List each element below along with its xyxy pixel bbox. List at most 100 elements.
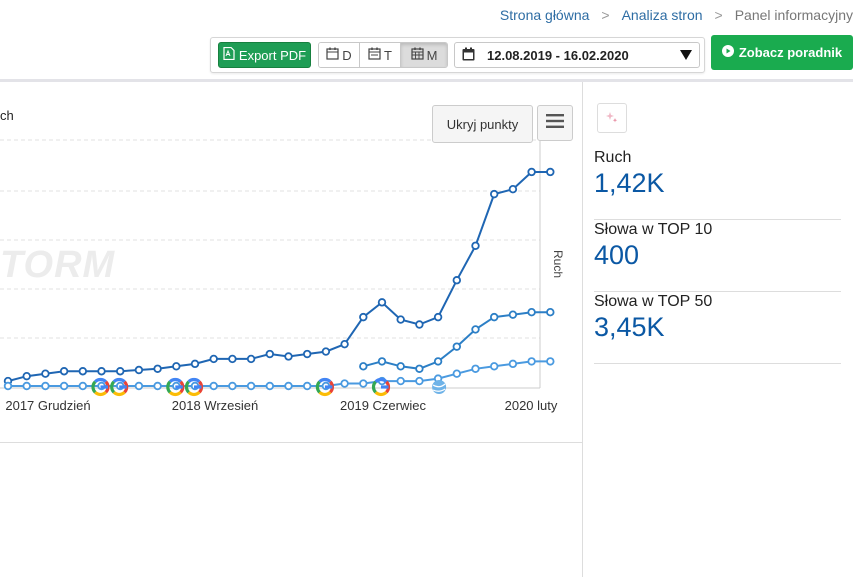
x-tick-label: 2019 Czerwiec	[340, 398, 426, 413]
data-point	[134, 381, 144, 391]
data-point	[78, 367, 87, 376]
sparkle-icon[interactable]	[597, 103, 627, 133]
period-day-button[interactable]: D	[319, 43, 360, 67]
stat-label: Ruch	[594, 149, 632, 166]
date-range-picker[interactable]: 12.08.2019 - 16.02.2020	[454, 42, 700, 68]
data-point	[265, 381, 274, 391]
data-point	[546, 308, 555, 317]
data-point	[396, 362, 405, 371]
header-divider	[0, 79, 853, 82]
data-point	[340, 339, 349, 349]
data-point	[471, 241, 480, 250]
data-point	[359, 362, 368, 371]
google-update-icon	[91, 377, 110, 397]
legend-item-traffic[interactable]: ch	[0, 108, 14, 123]
stat-traffic: Ruch 1,42K	[594, 148, 841, 220]
file-pdf-icon	[223, 46, 235, 63]
data-point	[303, 381, 312, 391]
data-point	[115, 367, 125, 376]
data-point	[59, 367, 69, 376]
breadcrumb-current: Panel informacyjny	[734, 7, 853, 23]
chart-panel	[0, 82, 583, 577]
watch-guide-label: Zobacz poradnik	[738, 45, 843, 60]
data-point	[527, 167, 536, 177]
data-point	[340, 379, 349, 388]
google-update-icon	[166, 377, 185, 397]
period-week-button[interactable]: T	[360, 43, 401, 67]
chart-watermark: TORM	[0, 244, 116, 286]
chevron-down-icon	[680, 48, 692, 63]
chart-menu-button[interactable]	[537, 105, 573, 141]
data-point	[228, 381, 237, 391]
data-point	[415, 364, 424, 373]
breadcrumb-home-link[interactable]: Strona główna	[499, 7, 590, 23]
stat-label: Słowa w TOP 50	[594, 293, 713, 310]
traffic-line-chart: 2017 Grudzień 2018 Wrzesień 2019 Czerwiec 2…	[0, 139, 565, 413]
data-point	[284, 352, 293, 361]
google-update-icon	[184, 377, 204, 397]
secondary-panel	[0, 442, 583, 577]
data-point	[321, 347, 331, 356]
export-pdf-button[interactable]: Export PDF	[218, 42, 311, 68]
data-point	[228, 354, 237, 364]
data-point	[433, 357, 443, 366]
data-point	[78, 381, 87, 391]
data-point	[359, 312, 368, 322]
period-week-label: T	[384, 47, 392, 63]
period-day-label: D	[342, 47, 352, 63]
data-point	[190, 359, 200, 369]
hide-points-button[interactable]: Ukryj punkty	[432, 105, 533, 143]
x-tick-label: 2017 Grudzień	[5, 398, 90, 413]
data-point	[508, 184, 518, 194]
period-month-button[interactable]: M	[401, 43, 447, 67]
data-point	[3, 381, 13, 391]
data-point	[490, 189, 499, 199]
breadcrumb-separator: >	[714, 7, 723, 23]
google-update-icon	[315, 377, 334, 397]
hamburger-icon	[546, 113, 564, 134]
data-point	[246, 354, 256, 364]
data-point	[452, 276, 461, 285]
report-toolbar: Export PDF D T M 12.08.2019 - 16.02.2020	[210, 37, 705, 73]
data-point	[41, 381, 50, 391]
period-selector: D T M	[318, 42, 448, 68]
stat-top10: Słowa w TOP 10 400	[594, 220, 841, 292]
data-point	[59, 381, 69, 391]
data-point	[303, 349, 312, 359]
data-point	[415, 376, 424, 386]
data-point	[153, 381, 162, 391]
stat-top50: Słowa w TOP 50 3,45K	[594, 292, 841, 364]
data-point	[490, 312, 499, 322]
data-point	[359, 379, 368, 388]
data-point	[377, 357, 387, 366]
google-update-icon	[110, 377, 129, 397]
period-month-label: M	[426, 47, 438, 63]
data-point	[284, 381, 293, 391]
data-point	[377, 298, 387, 307]
data-point	[265, 349, 274, 359]
stat-value: 3,45K	[594, 312, 665, 342]
data-point	[396, 315, 405, 324]
watch-guide-button[interactable]: Zobacz poradnik	[711, 35, 853, 70]
data-point	[546, 357, 555, 366]
data-point	[22, 381, 31, 391]
stat-label: Słowa w TOP 10	[594, 221, 713, 238]
google-update-icon	[371, 377, 391, 397]
data-point	[97, 367, 106, 376]
data-point	[22, 371, 31, 381]
data-point	[508, 359, 518, 369]
data-point	[209, 354, 218, 364]
calendar-icon	[368, 47, 381, 63]
breadcrumb-separator: >	[601, 7, 610, 23]
data-point	[246, 381, 256, 391]
data-point	[527, 308, 536, 317]
data-point	[471, 325, 480, 334]
play-circle-icon	[721, 45, 734, 60]
algorithm-update-icon	[432, 380, 447, 394]
data-point	[546, 167, 555, 177]
breadcrumb-analysis-link[interactable]: Analiza stron	[621, 7, 703, 23]
data-point	[490, 362, 499, 371]
date-range-value: 12.08.2019 - 16.02.2020	[487, 47, 629, 63]
data-point	[527, 357, 536, 366]
series-line	[363, 311, 551, 370]
